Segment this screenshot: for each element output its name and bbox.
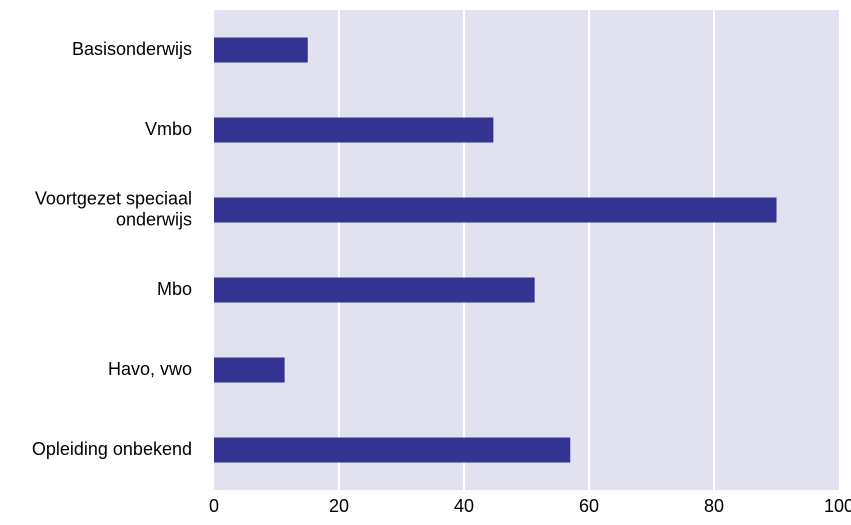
bar-3 — [214, 277, 535, 303]
bar-0 — [214, 37, 308, 63]
x-tick-labels: 0 20 40 60 80 100 — [209, 496, 851, 516]
category-label: Opleiding onbekend — [32, 439, 192, 459]
category-label: Havo, vwo — [108, 359, 192, 379]
category-label: Mbo — [157, 279, 192, 299]
bar-1 — [214, 117, 494, 143]
bar-5 — [214, 437, 571, 463]
bars — [214, 37, 777, 463]
bar-4 — [214, 357, 285, 383]
x-tick-label: 100 — [824, 496, 851, 516]
plot-area — [214, 10, 839, 490]
x-tick-label: 60 — [579, 496, 599, 516]
category-label: Voortgezet speciaal onderwijs — [35, 188, 192, 229]
grid-lines — [338, 10, 715, 490]
category-labels: Basisonderwijs Vmbo Voortgezet speciaal ond… — [32, 39, 192, 459]
category-label: Vmbo — [145, 119, 192, 139]
bar-2 — [214, 197, 777, 223]
x-tick-label: 40 — [454, 496, 474, 516]
category-label: Basisonderwijs — [72, 39, 192, 59]
x-tick-label: 80 — [704, 496, 724, 516]
x-tick-label: 20 — [329, 496, 349, 516]
x-tick-label: 0 — [209, 496, 219, 516]
